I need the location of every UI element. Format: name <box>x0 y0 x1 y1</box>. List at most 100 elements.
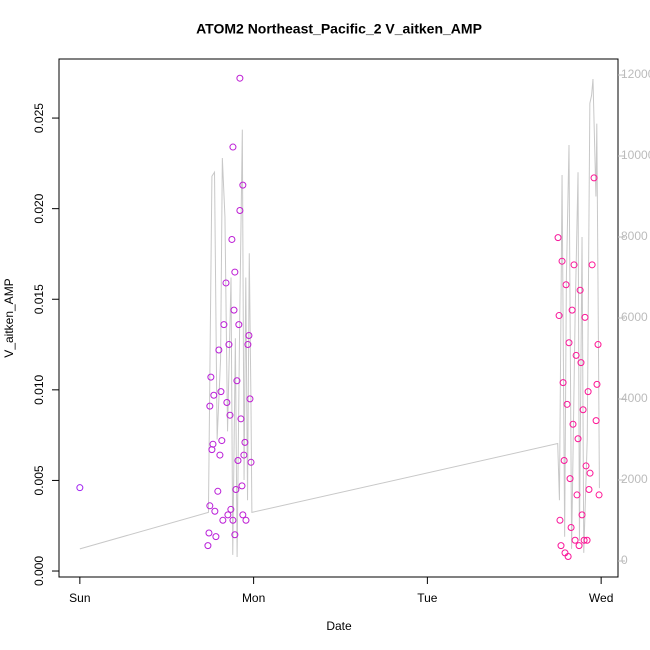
x-tick-label: Wed <box>589 591 613 605</box>
y2-tick-label: 4000 <box>621 391 648 405</box>
scatter-point <box>226 411 234 419</box>
scatter-point <box>235 321 243 329</box>
scatter-point <box>569 420 577 428</box>
scatter-point <box>240 451 248 459</box>
scatter-point <box>205 529 213 537</box>
scatter-point <box>246 395 254 403</box>
scatter-point <box>593 380 601 388</box>
scatter-point <box>230 306 238 314</box>
scatter-point <box>590 174 598 182</box>
scatter-point <box>76 484 84 492</box>
scatter-point <box>554 234 562 242</box>
scatter-point <box>239 511 247 519</box>
chart-title: ATOM2 Northeast_Pacific_2 V_aitken_AMP <box>196 21 482 37</box>
scatter-point <box>564 553 572 561</box>
y2-tick-label: 2000 <box>621 472 648 486</box>
scatter-point <box>211 507 219 515</box>
scatter-point <box>563 400 571 408</box>
scatter-point <box>227 505 235 513</box>
scatter-point <box>233 377 241 385</box>
scatter-point <box>209 440 217 448</box>
scatter-point <box>559 379 567 387</box>
scatter-point <box>585 485 593 493</box>
scatter-point <box>574 435 582 443</box>
scatter-point <box>241 438 249 446</box>
scatter-point <box>572 351 580 359</box>
scatter-point <box>578 511 586 519</box>
scatter-point <box>228 235 236 243</box>
scatter-point <box>234 456 242 464</box>
scatter-point <box>210 391 218 399</box>
scatter-point <box>571 536 579 544</box>
scatter-point <box>229 516 237 524</box>
scatter-point <box>582 462 590 470</box>
scatter-point <box>568 306 576 314</box>
scatter-point <box>245 331 253 339</box>
scatter-point <box>595 491 603 499</box>
scatter-point <box>236 206 244 214</box>
y-tick-label: 0.025 <box>32 103 46 133</box>
scatter-point <box>567 524 575 532</box>
y2-tick-label: 12000 <box>621 67 650 81</box>
scatter-point <box>212 533 220 541</box>
y-tick-label: 0.005 <box>32 465 46 495</box>
scatter-point <box>577 359 585 367</box>
scatter-point <box>566 475 574 483</box>
y-tick-label: 0.020 <box>32 193 46 223</box>
scatter-point <box>219 516 227 524</box>
y2-tick-label: 8000 <box>621 229 648 243</box>
scatter-point <box>580 536 588 544</box>
x-tick-label: Sun <box>69 591 90 605</box>
scatter-point <box>244 341 252 349</box>
scatter-point <box>570 261 578 269</box>
scatter-point <box>229 143 237 151</box>
line-series <box>79 79 600 557</box>
scatter-point <box>206 502 214 510</box>
scatter-point <box>247 458 255 466</box>
scatter-point <box>237 415 245 423</box>
y2-tick-label: 0 <box>621 553 628 567</box>
y2-tick-label: 10000 <box>621 148 650 162</box>
scatter-point <box>207 373 215 381</box>
scatter-point <box>238 482 246 490</box>
scatter-point <box>588 261 596 269</box>
scatter-point <box>236 74 244 82</box>
scatter-point <box>231 268 239 276</box>
scatter-point <box>224 511 232 519</box>
scatter-point <box>555 312 563 320</box>
scatter-point <box>579 406 587 414</box>
scatter-point <box>222 279 230 287</box>
y-tick-label: 0.000 <box>32 556 46 586</box>
scatter-point <box>242 516 250 524</box>
scatter-point <box>565 339 573 347</box>
scatter-point <box>218 437 226 445</box>
scatter-point <box>220 321 228 329</box>
scatter-point <box>206 402 214 410</box>
scatter-point <box>562 281 570 289</box>
scatter-point <box>592 417 600 425</box>
scatter-point <box>573 491 581 499</box>
scatter-point <box>575 542 583 550</box>
scatter-point <box>583 536 591 544</box>
scatter-point <box>557 542 565 550</box>
scatter-point <box>584 388 592 396</box>
y-tick-label: 0.010 <box>32 374 46 404</box>
scatter-point <box>214 487 222 495</box>
x-tick-label: Mon <box>242 591 265 605</box>
scatter-point <box>225 341 233 349</box>
scatter-point <box>232 485 240 493</box>
plot-frame <box>58 58 619 578</box>
scatter-point <box>216 451 224 459</box>
scatter-point <box>217 388 225 396</box>
x-axis-label: Date <box>326 619 352 633</box>
y-axis-label: V_aitken_AMP <box>2 278 16 357</box>
scatter-point <box>231 531 239 539</box>
scatter-point <box>223 399 231 407</box>
scatter-point <box>576 286 584 294</box>
scatter-point <box>586 469 594 477</box>
scatter-point <box>594 341 602 349</box>
scatter-point <box>215 346 223 354</box>
scatter-point <box>239 181 247 189</box>
scatter-point <box>560 456 568 464</box>
